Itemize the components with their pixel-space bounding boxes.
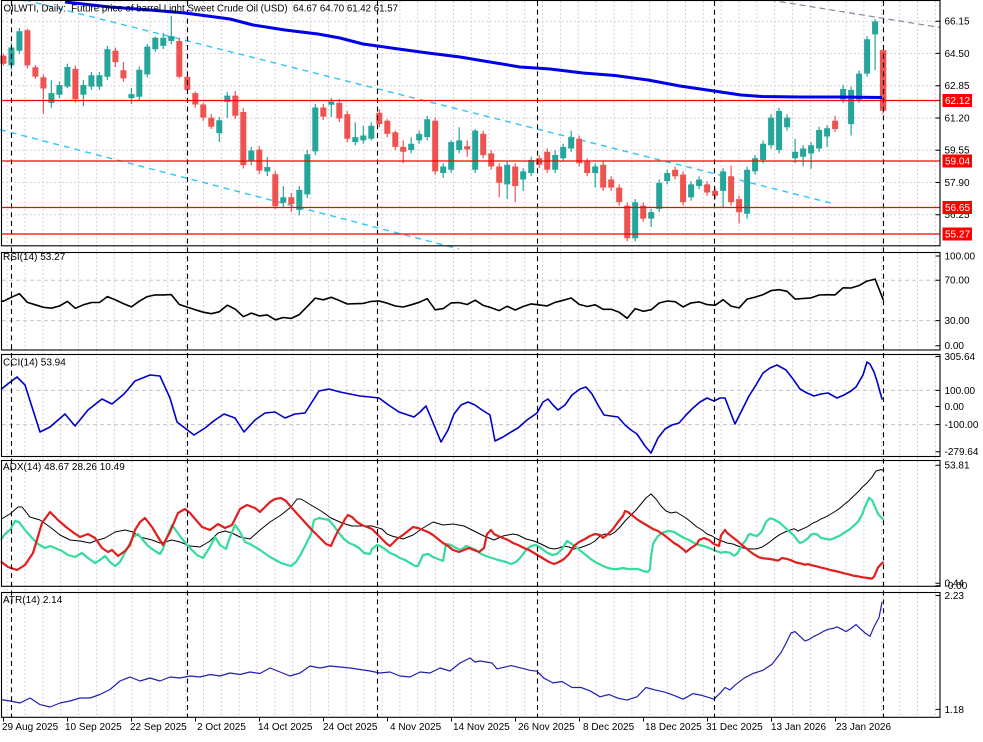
svg-text:26 Nov 2025: 26 Nov 2025 bbox=[518, 722, 575, 733]
svg-text:2.23: 2.23 bbox=[945, 591, 965, 602]
svg-text:-0.00: -0.00 bbox=[945, 581, 968, 592]
svg-text:0.00: 0.00 bbox=[945, 402, 965, 413]
svg-text:14 Oct 2025: 14 Oct 2025 bbox=[258, 722, 313, 733]
svg-text:24 Oct 2025: 24 Oct 2025 bbox=[323, 722, 378, 733]
svg-text:100.00: 100.00 bbox=[945, 251, 976, 262]
svg-text:4 Nov 2025: 4 Nov 2025 bbox=[390, 722, 442, 733]
svg-text:OILWTI, Daily: Future price o: OILWTI, Daily: Future price of barrel Li… bbox=[4, 4, 399, 15]
svg-text:100.00: 100.00 bbox=[945, 386, 976, 397]
svg-text:53.81: 53.81 bbox=[945, 461, 970, 472]
svg-text:10 Sep 2025: 10 Sep 2025 bbox=[65, 722, 122, 733]
svg-text:ADX(14) 48.67 28.26 10.49: ADX(14) 48.67 28.26 10.49 bbox=[3, 462, 125, 473]
svg-text:62.85: 62.85 bbox=[945, 81, 970, 92]
svg-text:18 Dec 2025: 18 Dec 2025 bbox=[645, 722, 702, 733]
svg-text:64.50: 64.50 bbox=[945, 49, 970, 60]
svg-text:30.00: 30.00 bbox=[945, 316, 970, 327]
svg-text:8 Dec 2025: 8 Dec 2025 bbox=[583, 722, 635, 733]
svg-text:23 Jan 2026: 23 Jan 2026 bbox=[836, 722, 891, 733]
svg-text:59.55: 59.55 bbox=[945, 146, 970, 157]
svg-text:66.15: 66.15 bbox=[945, 17, 970, 28]
svg-text:31 Dec 2025: 31 Dec 2025 bbox=[706, 722, 763, 733]
svg-text:1.18: 1.18 bbox=[945, 705, 965, 716]
svg-text:57.90: 57.90 bbox=[945, 178, 970, 189]
svg-text:-279.64: -279.64 bbox=[945, 447, 979, 458]
svg-text:62.12: 62.12 bbox=[945, 96, 970, 107]
svg-text:22 Sep 2025: 22 Sep 2025 bbox=[130, 722, 187, 733]
svg-text:14 Nov 2025: 14 Nov 2025 bbox=[453, 722, 510, 733]
svg-text:70.00: 70.00 bbox=[945, 276, 970, 287]
svg-text:RSI(14) 53.27: RSI(14) 53.27 bbox=[3, 252, 66, 263]
svg-text:CCI(14) 53.94: CCI(14) 53.94 bbox=[3, 358, 66, 369]
svg-text:13 Jan 2026: 13 Jan 2026 bbox=[771, 722, 826, 733]
svg-text:2 Oct 2025: 2 Oct 2025 bbox=[197, 722, 246, 733]
svg-text:59.04: 59.04 bbox=[945, 157, 970, 168]
svg-text:56.25: 56.25 bbox=[945, 210, 970, 221]
svg-text:-100.00: -100.00 bbox=[945, 420, 979, 431]
svg-text:55.27: 55.27 bbox=[945, 230, 970, 241]
svg-text:61.20: 61.20 bbox=[945, 113, 970, 124]
svg-text:0.44: 0.44 bbox=[945, 579, 965, 590]
svg-text:ATR(14) 2.14: ATR(14) 2.14 bbox=[3, 595, 63, 606]
svg-text:29 Aug 2025: 29 Aug 2025 bbox=[2, 722, 59, 733]
svg-text:305.64: 305.64 bbox=[945, 352, 976, 363]
svg-text:56.65: 56.65 bbox=[945, 203, 970, 214]
svg-text:0.00: 0.00 bbox=[945, 341, 965, 352]
